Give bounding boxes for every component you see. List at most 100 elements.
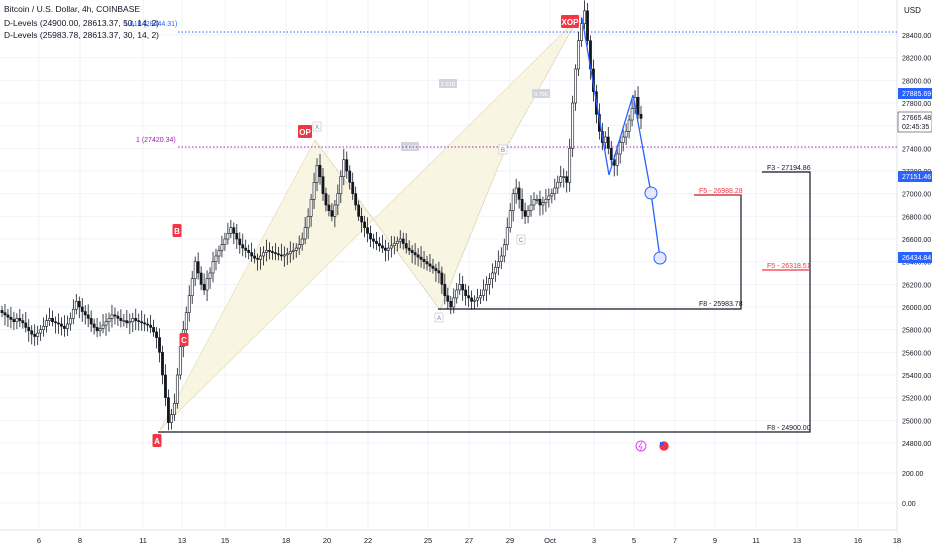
candle [372, 238, 375, 242]
candle [101, 324, 105, 329]
candle [164, 374, 167, 398]
candle [92, 323, 96, 328]
candle [627, 119, 631, 132]
time-tick-label: 16 [854, 536, 862, 545]
candle [306, 216, 310, 228]
time-tick-label: 11 [752, 536, 760, 545]
ratio-badge [532, 89, 550, 98]
candle [389, 245, 393, 249]
candle [375, 240, 378, 244]
price-tick-label: 28400.00 [902, 33, 931, 40]
candle [131, 318, 135, 323]
candle [324, 193, 328, 206]
candle [624, 131, 628, 138]
candle [493, 267, 497, 274]
candle [449, 301, 453, 308]
candle [636, 97, 640, 115]
candle [482, 289, 485, 296]
swing-label: OP [299, 128, 311, 137]
time-tick-label: 8 [78, 536, 82, 545]
candle [205, 278, 209, 291]
candle [363, 221, 366, 228]
candle [226, 233, 230, 240]
candle [65, 323, 69, 329]
candle [416, 254, 420, 258]
price-tick-label: 25600.00 [902, 350, 931, 357]
candle [470, 297, 473, 302]
candle [485, 284, 488, 291]
candle [556, 182, 560, 189]
candle [603, 136, 607, 143]
candle [184, 312, 188, 330]
candle [48, 318, 51, 321]
candle [116, 315, 120, 319]
currency-label[interactable]: USD [904, 6, 921, 15]
indicator-legend-1[interactable]: D-Levels (24900.00, 28613.37, 50, 14, 2) [4, 18, 159, 28]
candle [297, 244, 301, 249]
indicator-legend-2[interactable]: D-Levels (25983.78, 28613.37, 30, 14, 2) [4, 30, 159, 40]
candle [476, 297, 479, 301]
price-tick-label: 26800.00 [902, 214, 931, 221]
candle [541, 202, 545, 206]
candle [33, 333, 37, 337]
candle [172, 403, 176, 415]
candle [425, 261, 429, 265]
candle [241, 244, 245, 249]
candle [36, 332, 40, 337]
candle [488, 278, 491, 285]
candle [348, 170, 352, 183]
candle [413, 252, 417, 256]
candle [175, 374, 179, 404]
level-label-f8-25983: F8 - 25983.78 [699, 301, 743, 308]
candle [199, 272, 203, 285]
symbol-title[interactable]: Bitcoin / U.S. Dollar, 4h, COINBASE [4, 4, 141, 14]
candle [419, 256, 423, 260]
level-label-f5-26988: F5 - 26988.28 [699, 188, 743, 195]
candle [386, 247, 390, 251]
candle [217, 250, 221, 257]
candle [140, 321, 144, 324]
candle [187, 295, 191, 313]
candle [80, 306, 84, 312]
candle [83, 311, 87, 316]
price-tick-label: 27000.00 [902, 192, 931, 199]
price-tick-label: 26200.00 [902, 282, 931, 289]
candle [279, 254, 283, 257]
candle [401, 238, 405, 244]
candle [434, 268, 438, 272]
lightning-event-icon [638, 441, 643, 452]
candle [553, 187, 557, 194]
candle [238, 238, 242, 245]
candle [27, 327, 31, 332]
candle [473, 299, 476, 302]
candle [455, 289, 459, 299]
candle [274, 252, 277, 255]
candle [110, 314, 114, 319]
candle [134, 318, 138, 321]
candle [193, 261, 197, 279]
time-tick-label: 27 [465, 536, 473, 545]
candle [128, 321, 132, 324]
price-tag-label: 27151.46 [902, 174, 931, 181]
price-tag [898, 252, 932, 263]
time-tick-label: 13 [793, 536, 801, 545]
candle [496, 261, 500, 268]
price-tick-label: 27800.00 [902, 101, 931, 108]
candle [268, 250, 271, 252]
candle [327, 204, 331, 211]
candle [137, 320, 141, 323]
candle [342, 159, 346, 177]
candle [532, 199, 536, 206]
ratio-label: 1.618 [441, 82, 455, 88]
candle [196, 261, 200, 274]
candle [410, 250, 414, 253]
candle [315, 165, 319, 183]
candle [285, 253, 289, 256]
time-tick-label: 5 [632, 536, 636, 545]
candle [378, 243, 381, 247]
candle [514, 187, 518, 194]
candle [271, 251, 274, 253]
pattern-point-label: C [519, 238, 524, 244]
candle [526, 210, 530, 217]
